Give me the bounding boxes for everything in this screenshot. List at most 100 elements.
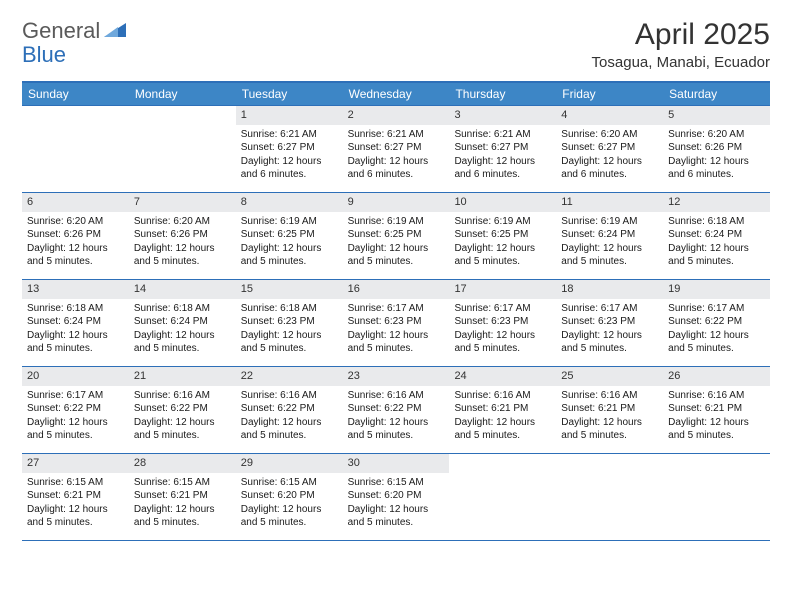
dayhead-monday: Monday (129, 83, 236, 105)
day-number: 29 (236, 454, 343, 473)
daylight-line: Daylight: 12 hours and 5 minutes. (27, 242, 124, 269)
daylight-line: Daylight: 12 hours and 5 minutes. (561, 242, 658, 269)
sunset-line: Sunset: 6:27 PM (561, 141, 658, 155)
sunset-line: Sunset: 6:23 PM (454, 315, 551, 329)
logo-triangle-icon (104, 21, 126, 42)
sunrise-line: Sunrise: 6:17 AM (668, 302, 765, 316)
day-details: Sunrise: 6:16 AMSunset: 6:22 PMDaylight:… (343, 386, 450, 447)
dayhead-wednesday: Wednesday (343, 83, 450, 105)
sunset-line: Sunset: 6:26 PM (668, 141, 765, 155)
day-cell: 5 Sunrise: 6:20 AMSunset: 6:26 PMDaylight… (663, 106, 770, 192)
day-number: 4 (556, 106, 663, 125)
day-cell: 9Sunrise: 6:19 AMSunset: 6:25 PMDaylight… (343, 193, 450, 279)
daylight-line: Daylight: 12 hours and 5 minutes. (134, 329, 231, 356)
daylight-line: Daylight: 12 hours and 5 minutes. (668, 416, 765, 443)
day-cell: 28Sunrise: 6:15 AMSunset: 6:21 PMDayligh… (129, 454, 236, 540)
sunrise-line: Sunrise: 6:16 AM (134, 389, 231, 403)
week-row: 6Sunrise: 6:20 AMSunset: 6:26 PMDaylight… (22, 192, 770, 279)
day-cell: 22Sunrise: 6:16 AMSunset: 6:22 PMDayligh… (236, 367, 343, 453)
header: General April 2025 Tosagua, Manabi, Ecua… (22, 18, 770, 71)
day-details: Sunrise: 6:17 AMSunset: 6:23 PMDaylight:… (343, 299, 450, 360)
daylight-line: Daylight: 12 hours and 6 minutes. (561, 155, 658, 182)
day-cell: 1Sunrise: 6:21 AMSunset: 6:27 PMDaylight… (236, 106, 343, 192)
day-cell: 13Sunrise: 6:18 AMSunset: 6:24 PMDayligh… (22, 280, 129, 366)
day-details: Sunrise: 6:18 AMSunset: 6:23 PMDaylight:… (236, 299, 343, 360)
daylight-line: Daylight: 12 hours and 5 minutes. (454, 242, 551, 269)
daylight-line: Daylight: 12 hours and 6 minutes. (241, 155, 338, 182)
title-block: April 2025 Tosagua, Manabi, Ecuador (592, 18, 770, 71)
day-cell: 7Sunrise: 6:20 AMSunset: 6:26 PMDaylight… (129, 193, 236, 279)
day-cell: 17Sunrise: 6:17 AMSunset: 6:23 PMDayligh… (449, 280, 556, 366)
sunset-line: Sunset: 6:23 PM (241, 315, 338, 329)
day-number: 11 (556, 193, 663, 212)
logo-text-general: General (22, 18, 100, 44)
day-details: Sunrise: 6:19 AMSunset: 6:25 PMDaylight:… (449, 212, 556, 273)
sunrise-line: Sunrise: 6:20 AM (668, 128, 765, 142)
day-number: 19 (663, 280, 770, 299)
sunrise-line: Sunrise: 6:19 AM (348, 215, 445, 229)
day-number: 15 (236, 280, 343, 299)
sunrise-line: Sunrise: 6:19 AM (241, 215, 338, 229)
day-cell: 26Sunrise: 6:16 AMSunset: 6:21 PMDayligh… (663, 367, 770, 453)
day-details: Sunrise: 6:19 AMSunset: 6:24 PMDaylight:… (556, 212, 663, 273)
daylight-line: Daylight: 12 hours and 5 minutes. (241, 329, 338, 356)
day-details: Sunrise: 6:15 AMSunset: 6:21 PMDaylight:… (129, 473, 236, 534)
day-number: 1 (236, 106, 343, 125)
month-title: April 2025 (592, 18, 770, 52)
week-row: 13 Sunrise: 6:18 AM Sunset: 6:24 PM Dayligh… (22, 279, 770, 366)
sunrise-line: Sunrise: 6:15 AM (134, 476, 231, 490)
day-number: 26 (663, 367, 770, 386)
weeks-container: 1Sunrise: 6:21 AMSunset: 6:27 PMDaylight… (22, 105, 770, 540)
day-details: Sunrise: 6:21 AMSunset: 6:27 PMDaylight:… (236, 125, 343, 186)
sunset-line: Sunset: 6:20 PM (241, 489, 338, 503)
day-cell: 25Sunrise: 6:16 AMSunset: 6:21 PMDayligh… (556, 367, 663, 453)
day-number: 5 (663, 106, 770, 125)
day-cell (556, 454, 663, 540)
sunset-line: Sunset: 6:24 PM (27, 315, 124, 329)
dayhead-thursday: Thursday (449, 83, 556, 105)
day-cell: 23Sunrise: 6:16 AMSunset: 6:22 PMDayligh… (343, 367, 450, 453)
daylight-line: Daylight: 12 hours and 6 minutes. (348, 155, 445, 182)
sunset-line: Sunset: 6:21 PM (27, 489, 124, 503)
day-number: 13 (22, 280, 129, 299)
day-cell: 20Sunrise: 6:17 AMSunset: 6:22 PMDayligh… (22, 367, 129, 453)
day-cell: 8Sunrise: 6:19 AMSunset: 6:25 PMDaylight… (236, 193, 343, 279)
sunrise-line: Sunrise: 6:17 AM (561, 302, 658, 316)
sunrise-line: Sunrise: 6:15 AM (27, 476, 124, 490)
day-number: 7 (129, 193, 236, 212)
day-details: Sunrise: 6:16 AMSunset: 6:22 PMDaylight:… (129, 386, 236, 447)
daylight-line: Daylight: 12 hours and 5 minutes. (561, 416, 658, 443)
day-details: Sunrise: 6:17 AMSunset: 6:22 PMDaylight:… (663, 299, 770, 360)
day-cell: 18Sunrise: 6:17 AMSunset: 6:23 PMDayligh… (556, 280, 663, 366)
sunset-line: Sunset: 6:25 PM (348, 228, 445, 242)
day-cell: 29Sunrise: 6:15 AMSunset: 6:20 PMDayligh… (236, 454, 343, 540)
day-number: 17 (449, 280, 556, 299)
day-cell (449, 454, 556, 540)
daylight-line: Daylight: 12 hours and 6 minutes. (668, 155, 765, 182)
day-details: Sunrise: 6:16 AMSunset: 6:21 PMDaylight:… (449, 386, 556, 447)
sunrise-line: Sunrise: 6:18 AM (134, 302, 231, 316)
sunrise-line: Sunrise: 6:17 AM (348, 302, 445, 316)
day-cell: 14Sunrise: 6:18 AMSunset: 6:24 PMDayligh… (129, 280, 236, 366)
day-number: 16 (343, 280, 450, 299)
week-row: 20Sunrise: 6:17 AMSunset: 6:22 PMDayligh… (22, 366, 770, 453)
sunset-line: Sunset: 6:26 PM (134, 228, 231, 242)
dayhead-friday: Friday (556, 83, 663, 105)
day-cell: 30Sunrise: 6:15 AMSunset: 6:20 PMDayligh… (343, 454, 450, 540)
daylight-line: Daylight: 12 hours and 5 minutes. (27, 416, 124, 443)
sunrise-line: Sunrise: 6:21 AM (348, 128, 445, 142)
sunrise-line: Sunrise: 6:17 AM (27, 389, 124, 403)
day-cell: 6Sunrise: 6:20 AMSunset: 6:26 PMDaylight… (22, 193, 129, 279)
daylight-line: Daylight: 12 hours and 5 minutes. (134, 242, 231, 269)
week-row: 1Sunrise: 6:21 AMSunset: 6:27 PMDaylight… (22, 105, 770, 192)
daylight-line: Daylight: 12 hours and 5 minutes. (348, 329, 445, 356)
day-number: 14 (129, 280, 236, 299)
sunset-line: Sunset: 6:25 PM (241, 228, 338, 242)
day-number: 24 (449, 367, 556, 386)
daylight-line: Daylight: 12 hours and 5 minutes. (348, 416, 445, 443)
day-details: Sunrise: 6:17 AMSunset: 6:23 PMDaylight:… (556, 299, 663, 360)
day-details: Sunrise: 6:17 AMSunset: 6:22 PMDaylight:… (22, 386, 129, 447)
sunrise-line: Sunrise: 6:19 AM (561, 215, 658, 229)
daylight-line: Daylight: 12 hours and 5 minutes. (454, 416, 551, 443)
day-details: Sunrise: 6:15 AMSunset: 6:20 PMDaylight:… (236, 473, 343, 534)
